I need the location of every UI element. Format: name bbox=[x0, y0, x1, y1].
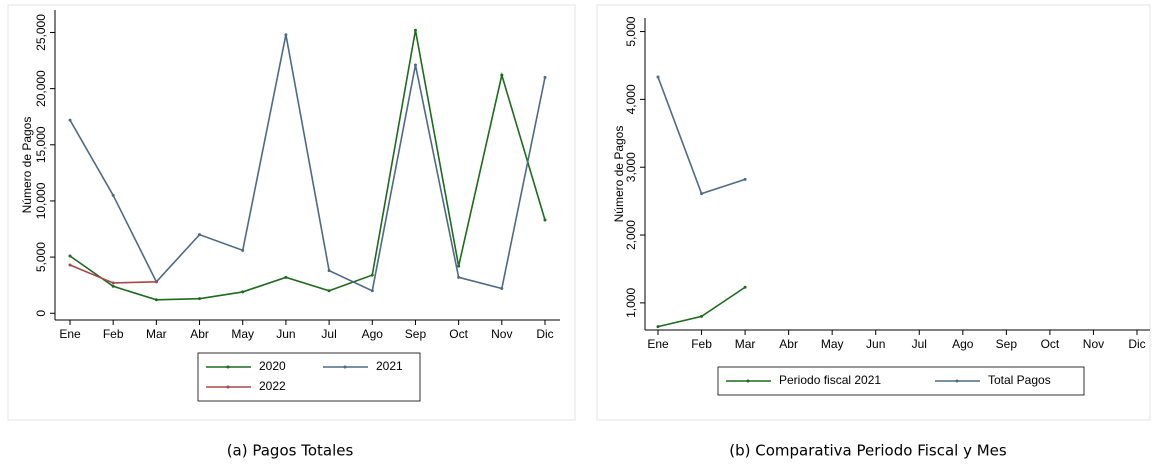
x-tick-label: Feb bbox=[691, 337, 712, 351]
legend-marker bbox=[955, 379, 959, 383]
y-axis-title: Número de Pagos bbox=[20, 117, 34, 214]
x-tick-label: Abr bbox=[779, 337, 798, 351]
x-tick-label: Jul bbox=[912, 337, 927, 351]
point bbox=[700, 192, 704, 196]
legend-label: 2020 bbox=[259, 359, 286, 373]
x-tick-label: Ago bbox=[362, 327, 384, 341]
legend-label: Total Pagos bbox=[988, 373, 1051, 387]
x-tick-label: Oct bbox=[449, 327, 468, 341]
y-tick-label: 0 bbox=[34, 310, 48, 317]
legend-box bbox=[717, 366, 1085, 396]
point bbox=[543, 75, 547, 79]
y-tick-label: 5,000 bbox=[624, 16, 638, 46]
y-tick-label: 20,000 bbox=[34, 70, 48, 107]
legend-marker bbox=[746, 379, 750, 383]
legend-box bbox=[197, 352, 421, 402]
x-tick-label: Abr bbox=[190, 327, 209, 341]
point bbox=[743, 177, 747, 181]
x-tick-label: Ene bbox=[647, 337, 669, 351]
x-tick-label: May bbox=[821, 337, 844, 351]
x-tick-label: Dic bbox=[1128, 337, 1145, 351]
x-tick-label: Dic bbox=[536, 327, 553, 341]
series-line bbox=[657, 286, 746, 328]
x-tick-label: Jun bbox=[276, 327, 295, 341]
y-tick-label: 2,000 bbox=[624, 220, 638, 250]
point bbox=[154, 298, 158, 302]
legend-label: Periodo fiscal 2021 bbox=[779, 373, 881, 387]
legend-label: 2022 bbox=[259, 379, 286, 393]
point bbox=[327, 289, 331, 293]
point bbox=[700, 314, 704, 318]
point bbox=[198, 233, 202, 237]
x-tick-label: Ago bbox=[952, 337, 974, 351]
x-tick-label: Sep bbox=[996, 337, 1018, 351]
x-tick-label: Sep bbox=[405, 327, 427, 341]
point bbox=[370, 273, 374, 277]
point bbox=[198, 297, 202, 301]
x-tick-label: Nov bbox=[1083, 337, 1104, 351]
legend-marker bbox=[226, 365, 230, 369]
x-tick-label: Mar bbox=[146, 327, 167, 341]
y-tick-label: 3,000 bbox=[624, 152, 638, 182]
point bbox=[68, 263, 72, 267]
point bbox=[68, 254, 72, 258]
x-tick-label: Mar bbox=[735, 337, 756, 351]
x-tick-label: Nov bbox=[491, 327, 512, 341]
legend-marker bbox=[343, 365, 347, 369]
point bbox=[543, 218, 547, 222]
point bbox=[413, 63, 417, 67]
y-tick-label: 4,000 bbox=[624, 84, 638, 114]
x-tick-label: Ene bbox=[59, 327, 81, 341]
y-tick-label: 1,000 bbox=[624, 288, 638, 318]
series-line bbox=[69, 34, 546, 292]
point bbox=[457, 264, 461, 268]
point bbox=[656, 75, 660, 79]
series-line bbox=[69, 264, 157, 284]
series-line bbox=[69, 30, 546, 301]
y-tick-label: 10,000 bbox=[34, 182, 48, 219]
point bbox=[500, 287, 504, 291]
caption: (a) Pagos Totales bbox=[227, 442, 354, 460]
point bbox=[327, 269, 331, 273]
point bbox=[656, 325, 660, 329]
x-tick-label: May bbox=[231, 327, 254, 341]
series-line bbox=[657, 76, 746, 195]
y-tick-label: 15,000 bbox=[34, 126, 48, 163]
point bbox=[154, 280, 158, 284]
point bbox=[457, 275, 461, 279]
point bbox=[500, 73, 504, 77]
point bbox=[370, 289, 374, 293]
point bbox=[413, 28, 417, 32]
point bbox=[241, 248, 245, 252]
panel-frame bbox=[596, 4, 1151, 421]
legend-marker bbox=[226, 385, 230, 389]
x-tick-label: Feb bbox=[103, 327, 124, 341]
point bbox=[68, 118, 72, 122]
point bbox=[111, 284, 115, 288]
point bbox=[284, 275, 288, 279]
point bbox=[284, 33, 288, 37]
x-tick-label: Oct bbox=[1041, 337, 1060, 351]
y-axis-title: Número de Pagos bbox=[612, 126, 626, 223]
x-tick-label: Jul bbox=[321, 327, 336, 341]
point bbox=[241, 290, 245, 294]
panel-frame bbox=[7, 4, 576, 421]
legend-label: 2021 bbox=[376, 359, 403, 373]
y-tick-label: 25,000 bbox=[34, 14, 48, 51]
y-tick-label: 5,000 bbox=[34, 242, 48, 272]
point bbox=[111, 281, 115, 285]
caption: (b) Comparativa Periodo Fiscal y Mes bbox=[729, 442, 1007, 460]
x-tick-label: Jun bbox=[866, 337, 885, 351]
point bbox=[743, 285, 747, 289]
point bbox=[111, 193, 115, 197]
